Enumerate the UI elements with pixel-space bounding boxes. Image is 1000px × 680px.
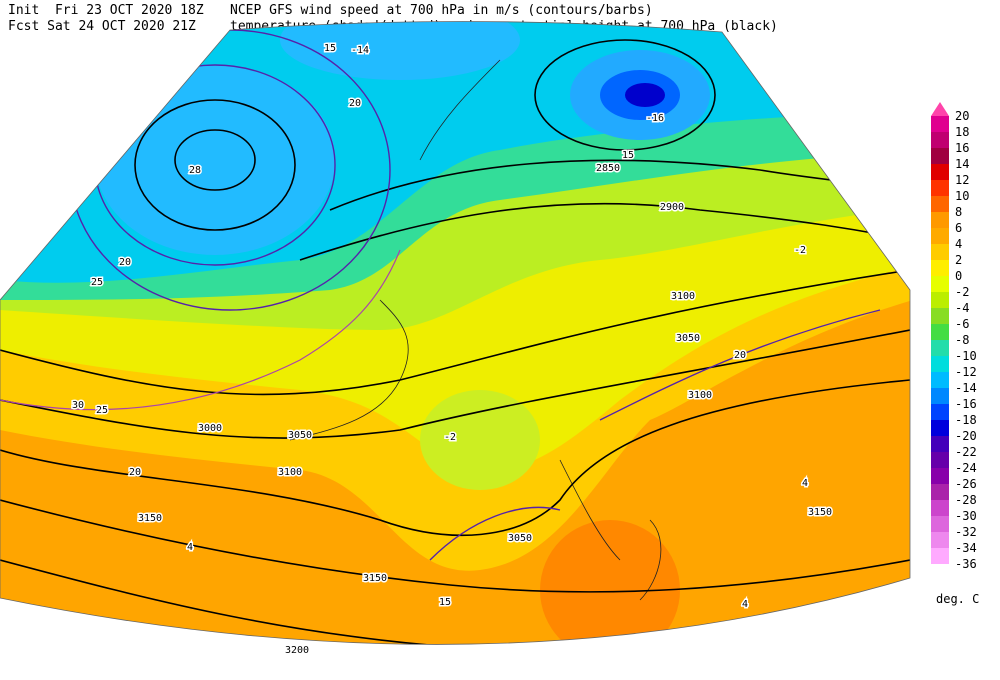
contour-label: 3150	[808, 507, 832, 518]
colorbar-label: 14	[955, 157, 969, 171]
contour-label: 4	[187, 542, 193, 553]
colorbar-box	[931, 388, 949, 404]
colorbar-label: -24	[955, 461, 977, 475]
contour-label: 30	[72, 400, 84, 411]
contour-label: 3200	[285, 645, 309, 656]
colorbar-box	[931, 324, 949, 340]
contour-label: 25	[96, 405, 108, 416]
contour-label: 4	[742, 599, 748, 610]
colorbar-label: -28	[955, 493, 977, 507]
colorbar-label: 20	[955, 109, 969, 123]
contour-label: -14	[351, 45, 369, 56]
colorbar-box	[931, 132, 949, 148]
colorbar-label: 16	[955, 141, 969, 155]
colorbar-box	[931, 276, 949, 292]
contour-label: 3000	[198, 423, 222, 434]
colorbar-box	[931, 468, 949, 484]
colorbar-label: -32	[955, 525, 977, 539]
contour-label: 3150	[363, 573, 387, 584]
contour-label: -16	[646, 113, 664, 124]
colorbar-label: -30	[955, 509, 977, 523]
contour-label: 15	[324, 43, 336, 54]
colorbar-box	[931, 148, 949, 164]
contour-label: 15	[622, 150, 634, 161]
colorbar-box	[931, 228, 949, 244]
contour-label: 25	[91, 277, 103, 288]
contour-label: 20	[129, 467, 141, 478]
contour-label: -2	[794, 245, 806, 256]
colorbar-box	[931, 212, 949, 228]
colorbar-unit: deg. C	[936, 592, 979, 606]
colorbar-label: -10	[955, 349, 977, 363]
contour-label: 20	[734, 350, 746, 361]
colorbar-box	[931, 292, 949, 308]
contour-label: 28	[189, 165, 201, 176]
colorbar-box	[931, 420, 949, 436]
contour-label: 20	[119, 257, 131, 268]
colorbar-label: -34	[955, 541, 977, 555]
contour-label: 20	[349, 98, 361, 109]
colorbar-box	[931, 340, 949, 356]
colorbar: 20181614121086420-2-4-6-8-10-12-14-16-18…	[931, 102, 977, 571]
colorbar-label: 8	[955, 205, 962, 219]
colorbar-label: 6	[955, 221, 962, 235]
colorbar-box	[931, 452, 949, 468]
colorbar-label: -12	[955, 365, 977, 379]
colorbar-label: -4	[955, 301, 969, 315]
colorbar-label: 0	[955, 269, 962, 283]
colorbar-label: -22	[955, 445, 977, 459]
colorbar-label: -6	[955, 317, 969, 331]
colorbar-box	[931, 516, 949, 532]
colorbar-box	[931, 436, 949, 452]
colorbar-label: -36	[955, 557, 977, 571]
colorbar-box	[931, 308, 949, 324]
contour-label: 3100	[671, 291, 695, 302]
forecast-time: Fcst Sat 24 OCT 2020 21Z	[8, 19, 196, 34]
contour-label: 4	[802, 478, 808, 489]
colorbar-label: 4	[955, 237, 962, 251]
contour-label: 3050	[676, 333, 700, 344]
contour-label: 2850	[596, 163, 620, 174]
contour-label: -2	[444, 432, 456, 443]
colorbar-label: -2	[955, 285, 969, 299]
title: NCEP GFS wind speed at 700 hPa in m/s (c…	[230, 3, 653, 18]
colorbar-label: -16	[955, 397, 977, 411]
colorbar-box	[931, 116, 949, 132]
contour-label: 3150	[138, 513, 162, 524]
colorbar-box	[931, 484, 949, 500]
colorbar-box	[931, 244, 949, 260]
contour-label: 3100	[688, 390, 712, 401]
colorbar-arrow	[931, 102, 949, 116]
colorbar-box	[931, 548, 949, 564]
colorbar-box	[931, 372, 949, 388]
contour-label: 15	[439, 597, 451, 608]
contour-label: 2900	[660, 202, 684, 213]
colorbar-box	[931, 356, 949, 372]
contour-label: 3050	[288, 430, 312, 441]
colorbar-label: 10	[955, 189, 969, 203]
colorbar-box	[931, 532, 949, 548]
colorbar-label: -14	[955, 381, 977, 395]
colorbar-box	[931, 500, 949, 516]
contour-label: 3100	[278, 467, 302, 478]
colorbar-label: -26	[955, 477, 977, 491]
colorbar-label: -18	[955, 413, 977, 427]
colorbar-box	[931, 404, 949, 420]
contour-label: 3050	[508, 533, 532, 544]
colorbar-box	[931, 260, 949, 276]
colorbar-box	[931, 180, 949, 196]
colorbar-label: 2	[955, 253, 962, 267]
init-time: Init Fri 23 OCT 2020 18Z	[8, 3, 204, 18]
contour-labels: 3150 3100 3050 3000 2900 2850 3200 3150 …	[70, 42, 833, 658]
colorbar-box	[931, 164, 949, 180]
colorbar-label: -20	[955, 429, 977, 443]
colorbar-label: 12	[955, 173, 969, 187]
colorbar-label: 18	[955, 125, 969, 139]
colorbar-box	[931, 196, 949, 212]
colorbar-label: -8	[955, 333, 969, 347]
